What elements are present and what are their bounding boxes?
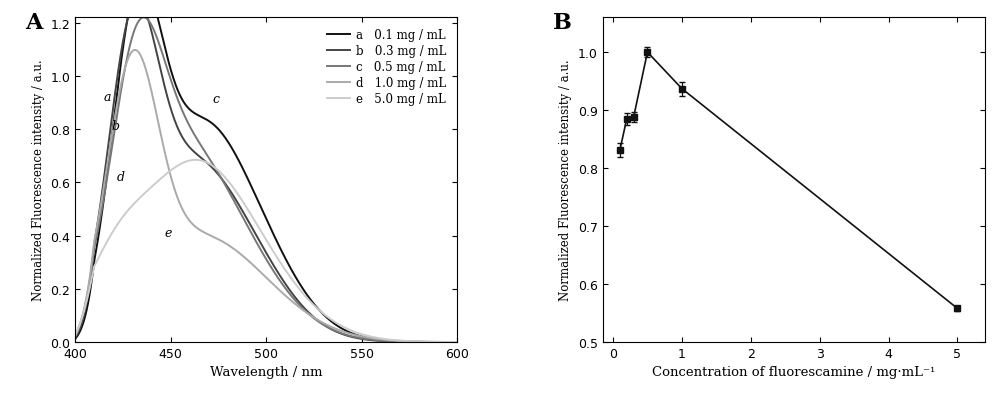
0.1 mg / mL (92, 234, 104, 239)
1.0 mg / mL (359, 335, 371, 340)
5.0 mg / mL (302, 296, 314, 301)
0.3 mg / mL (313, 319, 325, 324)
0.1 mg / mL (292, 278, 304, 283)
5.0 mg / mL (92, 256, 104, 261)
0.3 mg / mL (292, 298, 304, 303)
0.1 mg / mL (451, 340, 463, 345)
0.5 mg / mL (399, 339, 411, 344)
Text: a: a (104, 91, 111, 104)
Text: c: c (213, 93, 220, 106)
1.0 mg / mL (129, 48, 141, 53)
0.1 mg / mL (399, 339, 411, 344)
Text: A: A (25, 12, 43, 34)
5.0 mg / mL (190, 158, 202, 163)
Line: 0.3 mg / mL: 0.3 mg / mL (75, 1, 457, 342)
0.5 mg / mL (69, 334, 81, 339)
Line: 0.5 mg / mL: 0.5 mg / mL (75, 18, 457, 342)
Line: 1.0 mg / mL: 1.0 mg / mL (75, 51, 457, 342)
0.5 mg / mL (92, 226, 104, 230)
0.1 mg / mL (302, 294, 314, 298)
1.0 mg / mL (451, 340, 463, 345)
5.0 mg / mL (399, 339, 411, 343)
0.5 mg / mL (138, 16, 150, 21)
0.1 mg / mL (359, 335, 371, 340)
Text: b: b (111, 120, 119, 133)
0.5 mg / mL (292, 301, 304, 306)
0.5 mg / mL (451, 340, 463, 345)
X-axis label: Concentration of fluorescamine / mg·mL⁻¹: Concentration of fluorescamine / mg·mL⁻¹ (652, 366, 935, 379)
1.0 mg / mL (302, 311, 314, 316)
0.1 mg / mL (69, 337, 81, 342)
1.0 mg / mL (399, 339, 411, 344)
0.3 mg / mL (451, 340, 463, 345)
Line: 5.0 mg / mL: 5.0 mg / mL (75, 160, 457, 342)
0.3 mg / mL (399, 339, 411, 344)
0.1 mg / mL (313, 308, 325, 313)
0.3 mg / mL (302, 309, 314, 314)
1.0 mg / mL (92, 217, 104, 222)
0.5 mg / mL (359, 337, 371, 341)
0.3 mg / mL (131, 0, 143, 3)
Legend: a   0.1 mg / mL, b   0.3 mg / mL, c   0.5 mg / mL, d   1.0 mg / mL, e   5.0 mg /: a 0.1 mg / mL, b 0.3 mg / mL, c 0.5 mg /… (322, 24, 451, 110)
Y-axis label: Normalized Fluorescence intensity / a.u.: Normalized Fluorescence intensity / a.u. (32, 60, 45, 301)
1.0 mg / mL (313, 318, 325, 323)
1.0 mg / mL (292, 304, 304, 309)
0.3 mg / mL (69, 336, 81, 341)
Y-axis label: Normalized Fluorescence intensity / a.u.: Normalized Fluorescence intensity / a.u. (559, 60, 572, 301)
5.0 mg / mL (69, 333, 81, 338)
Text: d: d (117, 170, 125, 183)
0.3 mg / mL (359, 337, 371, 342)
0.3 mg / mL (92, 215, 104, 220)
5.0 mg / mL (451, 340, 463, 345)
5.0 mg / mL (313, 308, 325, 313)
Line: 0.1 mg / mL: 0.1 mg / mL (75, 0, 457, 342)
0.5 mg / mL (302, 311, 314, 315)
X-axis label: Wavelength / nm: Wavelength / nm (210, 366, 322, 379)
Text: e: e (165, 226, 172, 239)
0.5 mg / mL (313, 320, 325, 324)
Text: B: B (553, 12, 572, 34)
5.0 mg / mL (359, 333, 371, 338)
1.0 mg / mL (69, 334, 81, 339)
5.0 mg / mL (292, 285, 304, 290)
